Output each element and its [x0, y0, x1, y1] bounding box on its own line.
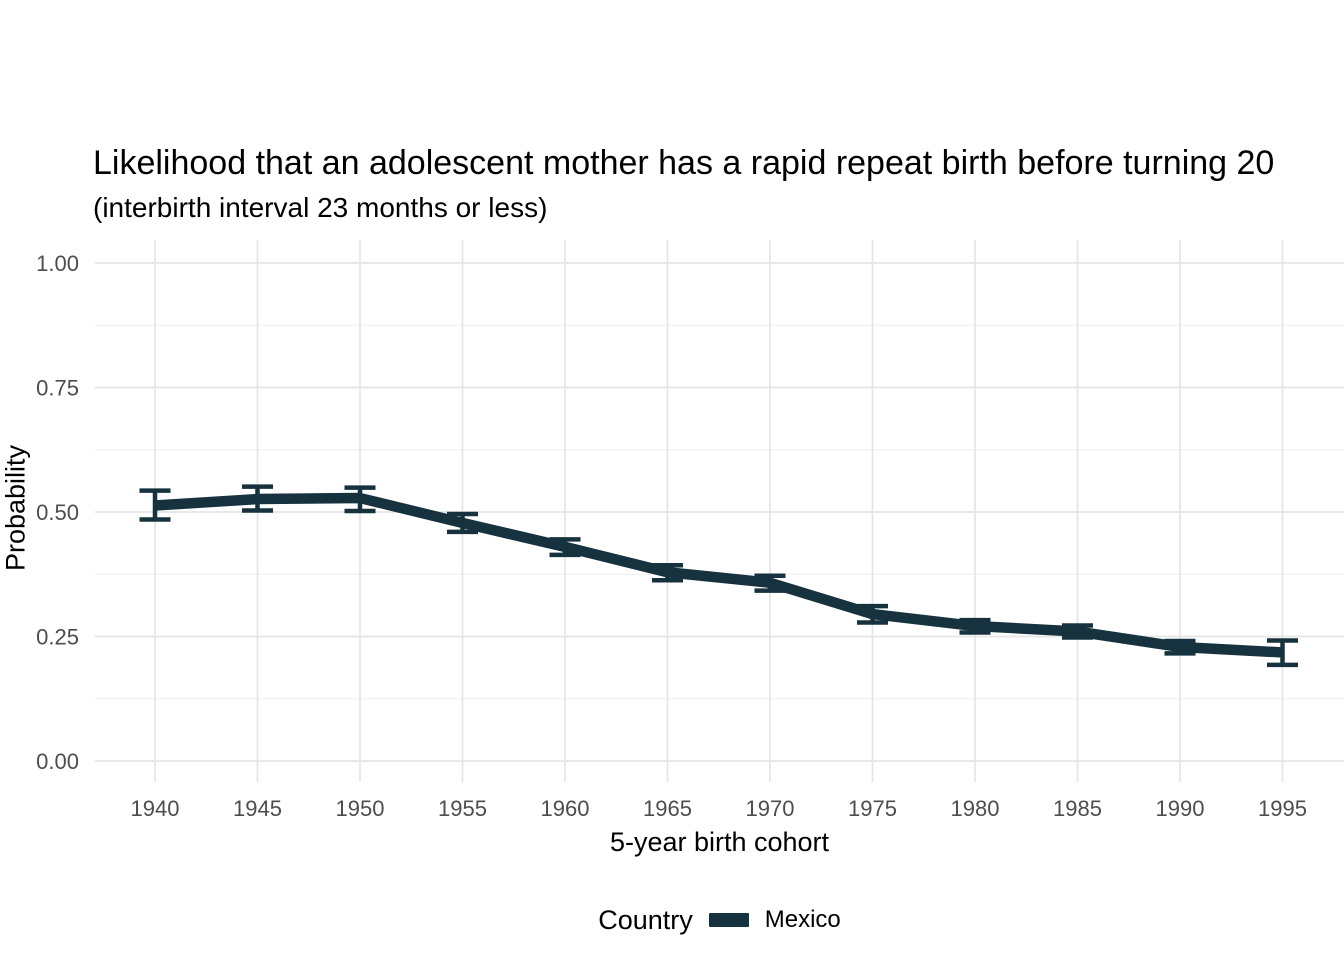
- y-tick-label: 0.25: [36, 625, 79, 650]
- series-line-mexico: [154, 492, 1283, 658]
- y-tick-label: 1.00: [36, 251, 79, 276]
- x-tick-label: 1950: [336, 796, 385, 821]
- x-tick-label: 1995: [1258, 796, 1307, 821]
- x-tick-label: 1965: [643, 796, 692, 821]
- x-tick-label: 1990: [1156, 796, 1205, 821]
- y-tick-label: 0.75: [36, 376, 79, 401]
- legend-title: Country: [598, 904, 693, 935]
- chart-title: Likelihood that an adolescent mother has…: [93, 144, 1275, 182]
- legend: Country Mexico: [95, 903, 1344, 937]
- legend-item-mexico: Mexico: [764, 906, 841, 933]
- x-axis-title: 5-year birth cohort: [609, 827, 830, 857]
- x-tick-label: 1975: [848, 796, 897, 821]
- y-tick-label: 0.00: [36, 749, 79, 774]
- x-tick-label: 1960: [541, 796, 590, 821]
- x-tick-label: 1985: [1053, 796, 1102, 821]
- x-tick-label: 1970: [746, 796, 795, 821]
- x-tick-label: 1955: [438, 796, 487, 821]
- y-axis-title: Probability: [0, 444, 31, 572]
- x-tick-label: 1945: [233, 796, 282, 821]
- x-tick-label: 1940: [131, 796, 180, 821]
- x-tick-label: 1980: [951, 796, 1000, 821]
- chart-subtitle: (interbirth interval 23 months or less): [93, 192, 548, 223]
- legend-swatch-mexico: [708, 913, 749, 927]
- y-tick-label: 0.50: [36, 500, 79, 525]
